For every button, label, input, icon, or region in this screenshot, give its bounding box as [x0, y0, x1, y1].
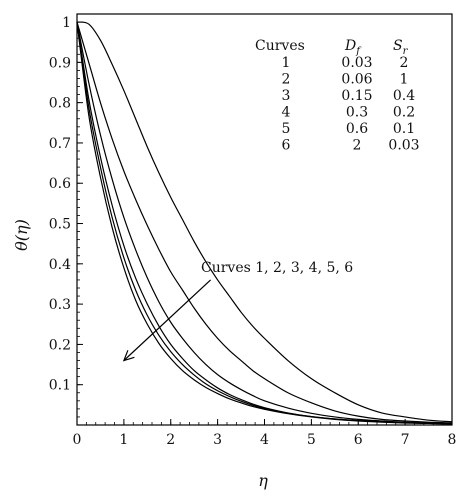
x-tick-label: 1	[119, 432, 128, 448]
table-cell: 6	[282, 138, 291, 154]
annotation-group: Curves 1, 2, 3, 4, 5, 6	[122, 260, 353, 362]
table-header-df: Df	[344, 38, 362, 57]
x-tick-label: 4	[260, 432, 269, 448]
y-tick-label: 0.7	[49, 136, 71, 152]
y-tick-label: 0.6	[49, 176, 71, 192]
table-cell: 0.06	[341, 72, 372, 88]
x-tick-label: 8	[448, 432, 457, 448]
curve-4	[76, 21, 453, 425]
curve-3	[76, 21, 453, 424]
y-tick-label: 1	[62, 15, 71, 31]
table-cell: 0.1	[393, 121, 415, 137]
table-header-curves: Curves	[255, 38, 305, 54]
table-cell: 2	[400, 55, 409, 71]
curve-6	[76, 21, 453, 425]
y-tick-label: 0.8	[49, 96, 71, 112]
table-cell: 2	[353, 138, 362, 154]
table-cell: 0.03	[388, 138, 419, 154]
x-tick-label: 5	[307, 432, 316, 448]
table-cell: 0.15	[341, 88, 372, 104]
table-cell: 5	[282, 121, 291, 137]
plot-frame	[76, 13, 453, 426]
table-cell: 0.3	[346, 105, 368, 121]
x-tick-label: 6	[354, 432, 363, 448]
plot-border	[76, 13, 453, 426]
annotation-arrow-head	[122, 350, 135, 362]
curves-group	[76, 21, 453, 425]
y-tick-label: 0.3	[49, 297, 71, 313]
table-cell: 1	[282, 55, 291, 71]
table-header-sr: Sr	[393, 38, 409, 57]
y-tick-label: 0.5	[49, 217, 71, 233]
y-tick-label: 0.2	[49, 337, 71, 353]
curve-2	[76, 21, 453, 424]
parameter-table: Curves Df Sr 1 0.03 22 0.06 13 0.15 0.44 0.3 0.2…	[255, 38, 420, 154]
y-tick-label: 0.4	[49, 257, 71, 273]
x-axis-ticks: 0 1 2 3 4 5 6 7 8	[73, 419, 457, 448]
annotation-arrow-line	[123, 279, 212, 361]
table-cell: 3	[282, 88, 291, 104]
y-tick-label: 0.1	[49, 378, 71, 394]
table-cell: 0.6	[346, 121, 368, 137]
table-cell: 0.4	[393, 88, 415, 104]
y-axis-ticks: 0.1 0.2 0.3 0.4 0.5 0.6 0.7 0.8 0.9 1	[49, 15, 83, 418]
curve-1	[76, 21, 453, 423]
table-cell: 0.2	[393, 105, 415, 121]
x-tick-label: 2	[166, 432, 175, 448]
x-axis-label: η	[258, 471, 268, 490]
table-rows: 1 0.03 2 2 0.06 1 3 0.15 0.4 4 0.3 0.2 5 0.6 0.1 6 2 0.03	[282, 55, 420, 154]
x-tick-label: 7	[401, 432, 410, 448]
table-cell: 4	[282, 105, 291, 121]
x-tick-label: 0	[73, 432, 82, 448]
x-tick-label: 3	[213, 432, 222, 448]
y-axis-label: θ(η)	[12, 219, 31, 251]
y-tick-label: 0.9	[49, 55, 71, 71]
table-cell: 0.03	[341, 55, 372, 71]
table-cell: 2	[282, 72, 291, 88]
curve-5	[76, 21, 453, 425]
table-cell: 1	[400, 72, 409, 88]
annotation-text: Curves 1, 2, 3, 4, 5, 6	[201, 260, 353, 276]
